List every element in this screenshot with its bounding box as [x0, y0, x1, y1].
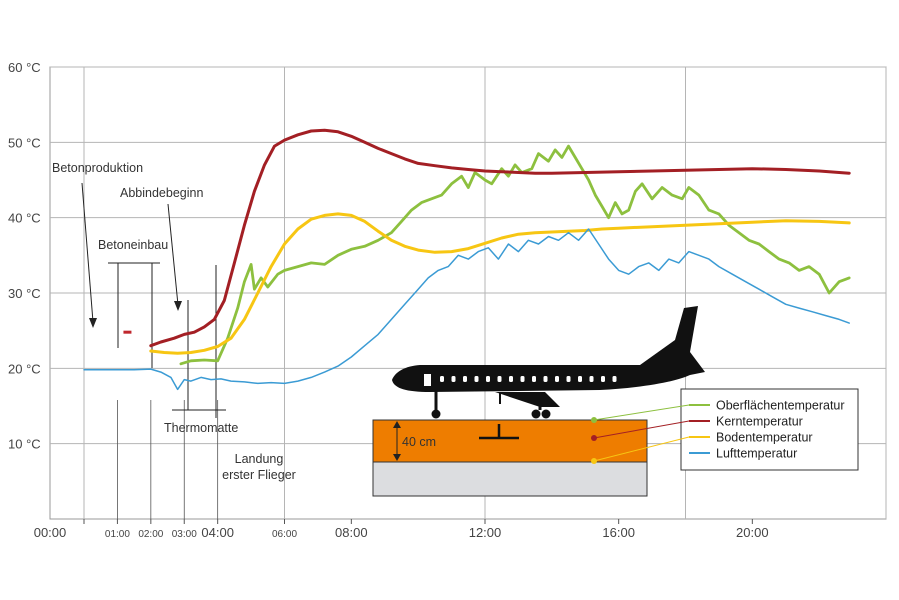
series-line-0	[179, 144, 851, 366]
legend-connectors	[591, 404, 690, 464]
x-tick-label-4: 04:00	[201, 525, 234, 540]
aircraft-icon	[392, 306, 705, 419]
x-tick-label-2: 02:00	[138, 529, 163, 540]
series-group	[83, 128, 851, 391]
concrete-slab	[372, 419, 648, 463]
series-line-1	[149, 128, 851, 348]
legend-label-3: Lufttemperatur	[716, 447, 797, 461]
betoneinbau-label: Betoneinbau	[98, 238, 168, 252]
connector-dot-1	[591, 435, 597, 441]
annotation-guides	[81, 182, 226, 418]
x-tick-label-3: 03:00	[172, 529, 197, 540]
y-tick-label-5: 60 °C	[8, 60, 41, 75]
connector-line-0	[593, 404, 690, 421]
x-tick-label-0: 00:00	[34, 525, 67, 540]
markers-group	[123, 330, 132, 334]
sensor-t-marker	[479, 424, 519, 440]
x-tick-label-1: 01:00	[105, 529, 130, 540]
depth-arrow-bottom	[393, 454, 401, 461]
x-axis-ticks: 00:00 01:00 02:00 03:00 04:00 06:00 08:00 12:00…	[34, 519, 769, 540]
betonproduktion-label: Betonproduktion	[52, 161, 143, 175]
depth-arrow-top	[393, 421, 401, 428]
legend-box	[680, 388, 859, 471]
subgrade-layer	[372, 461, 648, 497]
series-line-2	[149, 212, 851, 355]
landung-label-line1: Landung	[235, 452, 284, 466]
y-tick-label-0: 10 °C	[8, 437, 41, 452]
series-line-3	[83, 228, 850, 391]
connector-line-1	[593, 420, 690, 439]
y-axis-ticks: 10 °C 20 °C 30 °C 40 °C 50 °C 60 °C	[8, 60, 41, 452]
slab-depth-label: 40 cm	[402, 435, 436, 449]
y-tick-label-3: 40 °C	[8, 211, 41, 226]
y-tick-label-4: 50 °C	[8, 135, 41, 150]
x-tick-label-5: 06:00	[272, 529, 297, 540]
legend-label-2: Bodentemperatur	[716, 431, 813, 445]
x-tick-label-9: 20:00	[736, 525, 769, 540]
abbindebeginn-label: Abbindebeginn	[120, 186, 203, 200]
y-tick-label-1: 20 °C	[8, 361, 41, 376]
y-tick-label-2: 30 °C	[8, 286, 41, 301]
legend-label-0: Oberflächentemperatur	[716, 399, 845, 413]
betonproduktion-arrow-line	[81, 182, 94, 323]
connector-dot-0	[591, 417, 597, 423]
legend: Oberflächentemperatur Kerntemperatur Boden…	[680, 388, 859, 471]
landung-label-line2: erster Flieger	[222, 468, 296, 482]
abbindebeginn-arrow-line	[167, 203, 179, 306]
slab-illustration: 40 cm	[372, 419, 648, 497]
betonproduktion-arrow-head	[89, 318, 97, 328]
thermomatte-label: Thermomatte	[164, 421, 238, 435]
connector-line-2	[593, 436, 690, 462]
x-tick-label-7: 12:00	[469, 525, 502, 540]
betonproduktion-marker	[123, 330, 132, 334]
x-tick-label-6: 08:00	[335, 525, 368, 540]
abbindebeginn-arrow-head	[174, 301, 182, 311]
connector-dot-2	[591, 458, 597, 464]
x-tick-label-8: 16:00	[602, 525, 635, 540]
legend-label-1: Kerntemperatur	[716, 415, 803, 429]
